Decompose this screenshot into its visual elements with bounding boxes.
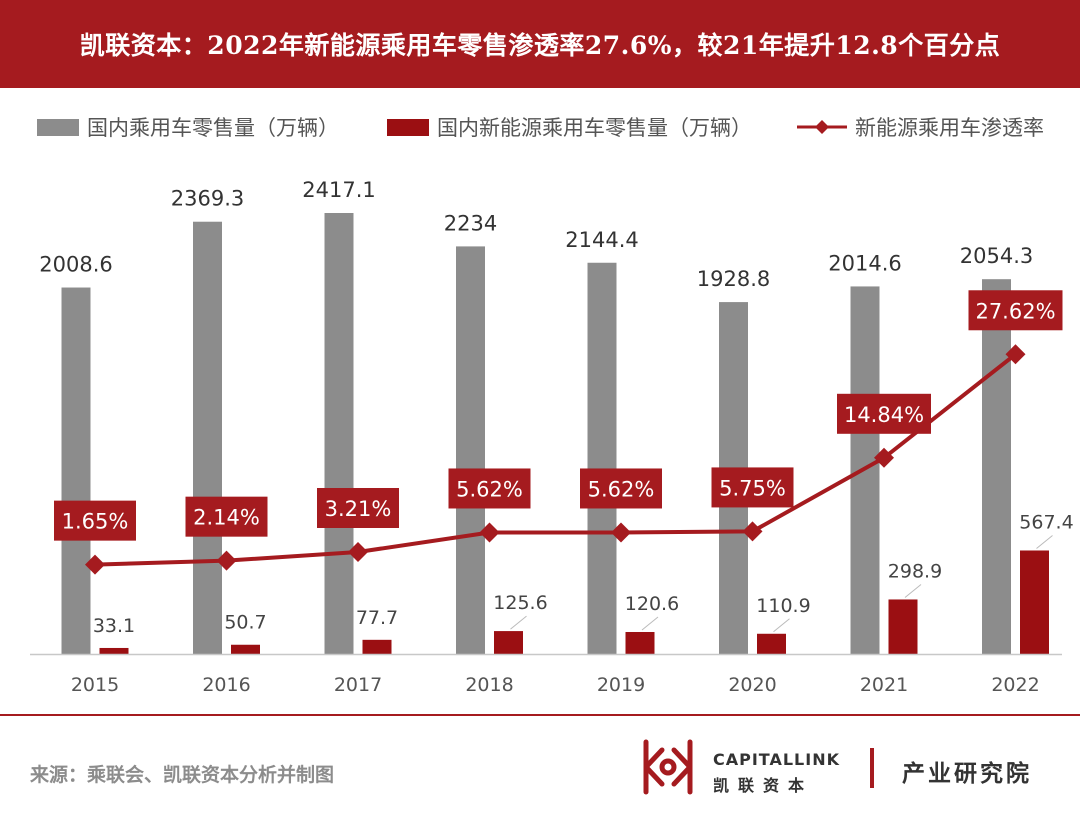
bar-total-2022: [982, 279, 1011, 654]
bar-nev-2017: [362, 639, 392, 654]
brand-name-cn: 凯联资本: [713, 776, 814, 795]
footer-divider-line: [0, 714, 1080, 716]
bar-total-2019: [587, 262, 617, 654]
label-leader: [510, 615, 527, 630]
capitallink-logo-icon: [643, 739, 693, 795]
x-axis: 2015 2016 2017 2018 2019 2020 2021 2022: [30, 653, 1062, 696]
legend-label-total: 国内乘用车零售量（万辆）: [87, 116, 339, 140]
rate-marker-2022: [1005, 344, 1026, 365]
x-tick-label: 2019: [597, 674, 645, 696]
bar-nev-2018: [494, 631, 523, 654]
institute-name: 产业研究院: [902, 760, 1032, 787]
bar-nev-2015: [99, 647, 129, 654]
bar-nev-label: 298.9: [888, 560, 942, 582]
bar-total-2016: [193, 221, 222, 654]
rate-label-box: [711, 467, 794, 508]
label-leader: [1036, 535, 1053, 549]
chart: 国内乘用车零售量（万辆） 国内新能源乘用车零售量（万辆） 新能源乘用车渗透率 200…: [30, 116, 1074, 696]
x-tick-label: 2021: [860, 674, 908, 696]
rate-label: 14.84%: [844, 403, 924, 427]
bar-total-label: 2144.4: [565, 228, 638, 252]
rate-marker-2016: [216, 550, 237, 571]
legend-label-nev: 国内新能源乘用车零售量（万辆）: [437, 116, 752, 140]
bar-nev-2020: [757, 633, 786, 654]
x-tick-label: 2016: [202, 674, 250, 696]
bar-nev-label: 77.7: [356, 607, 398, 629]
rate-label-box: [968, 290, 1063, 331]
rate-label: 5.62%: [588, 477, 655, 501]
bar-nev-label: 567.4: [1019, 511, 1073, 533]
rate-label-box: [317, 487, 399, 528]
x-tick-label: 2018: [465, 674, 513, 696]
bar-nev-label: 110.9: [756, 595, 810, 617]
rate-label: 5.62%: [456, 477, 523, 501]
rate-marker-2019: [611, 522, 631, 543]
legend-swatch-total: [37, 119, 79, 136]
source-note: 来源：乘联会、凯联资本分析并制图: [30, 764, 335, 786]
brand-name-en: CAPITALLINK: [713, 750, 840, 769]
bar-total-2015: [61, 287, 91, 654]
rate-marker-2017: [348, 541, 368, 562]
bar-total-label: 2008.6: [39, 253, 112, 277]
chart-bars: [61, 213, 1049, 654]
bar-total-2017: [324, 213, 354, 654]
label-leader: [641, 616, 659, 631]
rate-label-box: [185, 496, 268, 537]
rate-marker-2015: [85, 554, 105, 575]
bar-nev-label: 120.6: [625, 593, 679, 615]
page-title: 凯联资本：2022年新能源乘用车零售渗透率27.6%，较21年提升12.8个百分…: [79, 31, 1001, 60]
rate-label: 2.14%: [193, 506, 260, 530]
rate-marker-2021: [874, 447, 894, 468]
bar-total-label: 2234: [444, 211, 497, 235]
rate-label: 1.65%: [62, 510, 129, 534]
chart-legend: 国内乘用车零售量（万辆） 国内新能源乘用车零售量（万辆） 新能源乘用车渗透率: [37, 116, 1044, 140]
x-tick-label: 2015: [71, 674, 119, 696]
bar-nev-2016: [231, 644, 260, 654]
bar-total-label: 2014.6: [828, 251, 901, 275]
legend-swatch-nev: [387, 119, 429, 136]
bar-total-label: 2054.3: [960, 244, 1033, 268]
bar-total-label: 2417.1: [302, 178, 375, 202]
label-leader: [904, 584, 922, 598]
x-tick-label: 2020: [728, 674, 776, 696]
bar-total-2018: [456, 246, 485, 654]
brand-divider: [870, 748, 874, 788]
bar-nev-2022: [1020, 550, 1049, 654]
bar-nev-2021: [888, 599, 918, 654]
header-banner: 凯联资本：2022年新能源乘用车零售渗透率27.6%，较21年提升12.8个百分…: [0, 0, 1080, 88]
x-tick-label: 2017: [334, 674, 382, 696]
rate-label-box: [448, 468, 531, 509]
bar-total-label: 2369.3: [171, 187, 244, 211]
rate-label: 5.75%: [719, 476, 786, 500]
label-leader-lines: [510, 535, 1053, 633]
bar-total-label: 1928.8: [697, 267, 770, 291]
penetration-line-path: [94, 352, 1017, 567]
label-leader: [773, 618, 790, 633]
rate-label: 3.21%: [325, 497, 392, 521]
legend-label-rate: 新能源乘用车渗透率: [855, 116, 1044, 140]
bar-nev-label: 125.6: [493, 592, 547, 614]
rate-label-box: [837, 393, 931, 434]
bar-nev-label: 50.7: [224, 612, 266, 634]
legend-marker-rate: [815, 120, 829, 134]
rate-label-box: [54, 500, 136, 541]
bar-nev-2019: [625, 631, 655, 654]
x-tick-label: 2022: [991, 674, 1039, 696]
bar-nev-label: 33.1: [93, 615, 135, 637]
rate-marker-2020: [742, 521, 763, 542]
rate-marker-2018: [479, 522, 500, 543]
rate-label: 27.62%: [975, 299, 1055, 323]
rate-label-box: [580, 468, 662, 509]
penetration-line: 1.65% 2.14% 3.21% 5.62% 5.62% 5.75% 14.84% 27.6…: [54, 290, 1063, 575]
bar-labels: 2008.6 33.1 2369.3 50.7 2417.1 77.7 2234 125.6 2…: [39, 178, 1073, 637]
